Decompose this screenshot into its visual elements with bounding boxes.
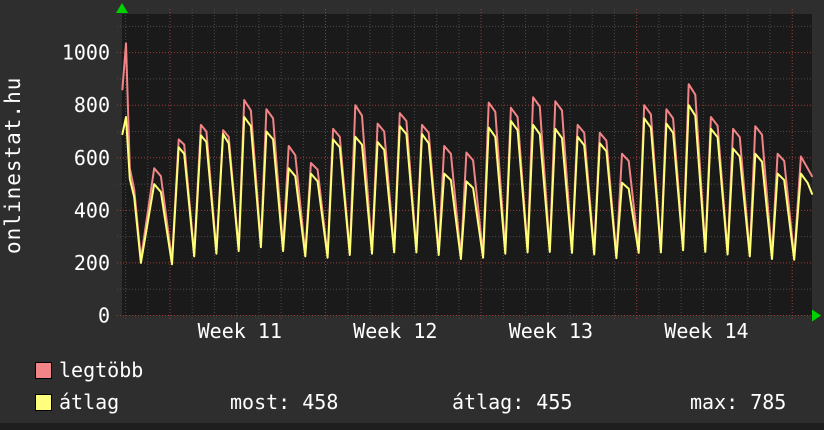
y-axis-label: 200: [74, 251, 110, 275]
y-axis-label: 0: [98, 304, 110, 328]
series-line-atlag: [121, 104, 813, 266]
chart-plot-area: 0 200 400 600 800 1000 Week 11 Week 12 Week 13 We…: [62, 3, 821, 343]
y-axis-label: 1000: [62, 41, 110, 65]
x-axis-label: Week 13: [509, 319, 593, 343]
x-axis-label: Week 12: [353, 319, 437, 343]
legend-label-atlag: átlag: [59, 390, 120, 414]
y-axis-label: 600: [74, 146, 110, 170]
legend-row-atlag: átlag: [35, 391, 119, 413]
bottom-strip: [0, 423, 824, 430]
legend: legtöbb átlag most: 458 átlag: 455 max: …: [0, 352, 824, 422]
stat-most: most: 458: [230, 390, 339, 414]
y-axis-label: 400: [74, 198, 110, 222]
legend-label-legtobb: legtöbb: [59, 358, 144, 382]
x-axis-label: Week 11: [198, 319, 282, 343]
legend-swatch-atlag: [35, 393, 52, 411]
plot-background: [122, 14, 812, 316]
stat-atlag: átlag: 455: [452, 390, 573, 414]
y-axis-arrow-icon: [116, 3, 128, 13]
x-axis-label: Week 14: [664, 319, 748, 343]
legend-swatch-legtobb: [35, 361, 52, 379]
legend-row-legtobb: legtöbb: [35, 359, 143, 381]
y-axis-label: 800: [74, 93, 110, 117]
x-axis-arrow-icon: [812, 309, 821, 322]
stat-max: max: 785: [690, 390, 787, 414]
